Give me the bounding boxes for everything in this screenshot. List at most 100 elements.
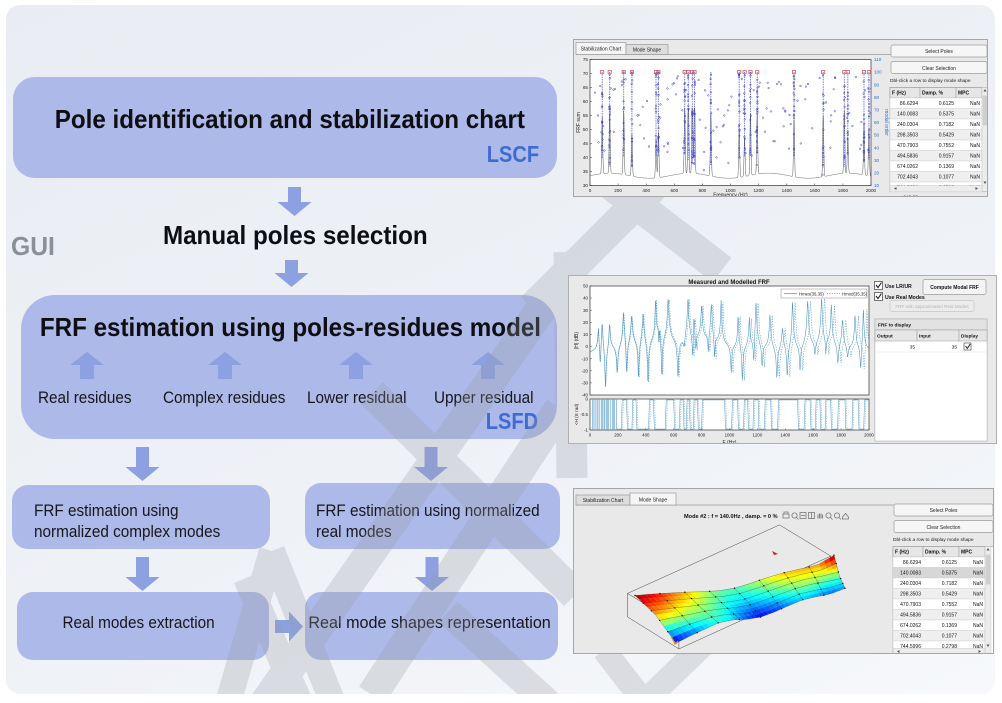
svg-text:1000: 1000 (725, 188, 736, 193)
svg-text:30: 30 (583, 308, 588, 313)
svg-text:FRF sum: FRF sum (576, 112, 582, 133)
svg-text:2000: 2000 (866, 188, 877, 193)
svg-text:0.5375: 0.5375 (942, 571, 958, 577)
svg-text:0.7552: 0.7552 (939, 143, 955, 149)
svg-text:35: 35 (952, 345, 958, 351)
svg-text:Select Poles: Select Poles (925, 49, 953, 55)
svg-text:Stabilization Chart: Stabilization Chart (581, 47, 622, 53)
svg-text:800: 800 (698, 433, 706, 438)
svg-text:200: 200 (614, 188, 622, 193)
svg-text:600: 600 (670, 433, 678, 438)
svg-text:40: 40 (583, 296, 588, 301)
svg-text:FRF with approximated Real Mod: FRF with approximated Real Modes (895, 304, 969, 309)
svg-text:86.6294: 86.6294 (903, 560, 921, 566)
svg-text:702.4043: 702.4043 (900, 634, 921, 640)
svg-text:0: 0 (589, 433, 592, 438)
svg-text:60: 60 (874, 120, 880, 125)
svg-text:NaN: NaN (970, 133, 980, 139)
svg-text:80: 80 (874, 95, 880, 100)
svg-text:Dbl-click a row to display mod: Dbl-click a row to display mode shape (890, 78, 971, 84)
svg-text:Damp. %: Damp. % (925, 550, 947, 556)
svg-text:MPC: MPC (961, 550, 973, 556)
svg-text:0: 0 (586, 397, 589, 402)
svg-text:1000: 1000 (725, 433, 735, 438)
svg-text:Select Poles: Select Poles (930, 508, 958, 514)
svg-text:F (Hz): F (Hz) (892, 91, 906, 97)
svg-text:0.1369: 0.1369 (942, 623, 958, 629)
svg-text:55: 55 (583, 113, 589, 118)
svg-text:0: 0 (589, 188, 592, 193)
svg-text:400: 400 (642, 188, 650, 193)
svg-text:0.9157: 0.9157 (942, 613, 958, 619)
svg-text:45: 45 (583, 141, 589, 146)
svg-text:NaN: NaN (973, 571, 983, 577)
svg-text:NaN: NaN (970, 101, 980, 107)
svg-text:1600: 1600 (810, 188, 821, 193)
svg-text:600: 600 (670, 188, 678, 193)
svg-text:Clear Selection: Clear Selection (927, 525, 961, 531)
svg-text:NaN: NaN (970, 164, 980, 170)
svg-text:<H (π rad): <H (π rad) (574, 403, 579, 425)
svg-text:30: 30 (583, 183, 589, 188)
svg-text:Hmes(35,35): Hmes(35,35) (799, 291, 824, 296)
svg-text:-10: -10 (582, 356, 589, 361)
svg-text:MPC: MPC (958, 91, 970, 97)
svg-text:Use Real Modes: Use Real Modes (885, 295, 925, 301)
svg-text:1400: 1400 (780, 433, 790, 438)
svg-text:298.3503: 298.3503 (900, 592, 921, 598)
svg-text:NaN: NaN (970, 175, 980, 181)
svg-text:Mode Shape: Mode Shape (633, 48, 662, 54)
svg-text:800: 800 (699, 188, 707, 193)
svg-text:0.6125: 0.6125 (942, 560, 958, 566)
svg-text:60: 60 (583, 99, 589, 104)
svg-text:702.4043: 702.4043 (897, 175, 918, 181)
svg-text:10: 10 (583, 332, 588, 337)
svg-text:Output: Output (877, 334, 893, 340)
svg-text:NaN: NaN (973, 623, 983, 629)
svg-text:0.5429: 0.5429 (942, 592, 958, 598)
svg-text:Display: Display (961, 334, 978, 340)
svg-text:NaN: NaN (970, 112, 980, 118)
svg-text:-1: -1 (584, 428, 588, 433)
svg-text:Stabilization Chart: Stabilization Chart (583, 498, 624, 504)
svg-text:35: 35 (583, 169, 589, 174)
svg-text:Mode #2 : f = 140.0Hz , damp.: Mode #2 : f = 140.0Hz , damp. = 0 % (684, 514, 778, 520)
svg-text:1600: 1600 (808, 433, 818, 438)
svg-text:0: 0 (586, 344, 589, 349)
svg-text:NaN: NaN (973, 581, 983, 587)
svg-text:NaN: NaN (973, 634, 983, 640)
svg-text:FRF to display: FRF to display (878, 323, 911, 329)
svg-text:-20: -20 (582, 368, 589, 373)
svg-text:1200: 1200 (753, 188, 764, 193)
svg-text:NaN: NaN (973, 592, 983, 598)
svg-text:10: 10 (874, 183, 880, 188)
svg-text:674.0262: 674.0262 (897, 164, 918, 170)
svg-text:140.0083: 140.0083 (900, 571, 921, 577)
svg-text:0.7552: 0.7552 (942, 602, 958, 608)
svg-text:35: 35 (910, 345, 916, 351)
svg-text:20: 20 (874, 171, 880, 176)
svg-text:NaN: NaN (970, 154, 980, 160)
svg-text:NaN: NaN (973, 613, 983, 619)
svg-text:2000: 2000 (864, 433, 874, 438)
svg-text:674.0262: 674.0262 (900, 623, 921, 629)
svg-text:NaN: NaN (973, 560, 983, 566)
svg-text:20: 20 (583, 320, 588, 325)
svg-text:744.5996: 744.5996 (900, 644, 921, 650)
svg-text:-30: -30 (582, 381, 589, 386)
svg-text:NaN: NaN (970, 122, 980, 128)
svg-text:Clear Selection: Clear Selection (922, 66, 956, 72)
svg-text:NaN: NaN (973, 644, 983, 650)
svg-text:F (Hz): F (Hz) (723, 440, 737, 444)
svg-text:846.99: 846.99 (906, 654, 921, 655)
svg-text:0.2798: 0.2798 (942, 644, 958, 650)
svg-text:200: 200 (614, 433, 622, 438)
svg-text:70: 70 (874, 108, 880, 113)
svg-text:50: 50 (583, 284, 588, 289)
svg-text:90: 90 (874, 82, 880, 87)
svg-text:1800: 1800 (838, 188, 849, 193)
svg-text:65: 65 (583, 85, 589, 90)
svg-text:NaN: NaN (970, 143, 980, 149)
svg-text:50: 50 (874, 133, 880, 138)
svg-text:modal order: modal order (883, 109, 889, 136)
